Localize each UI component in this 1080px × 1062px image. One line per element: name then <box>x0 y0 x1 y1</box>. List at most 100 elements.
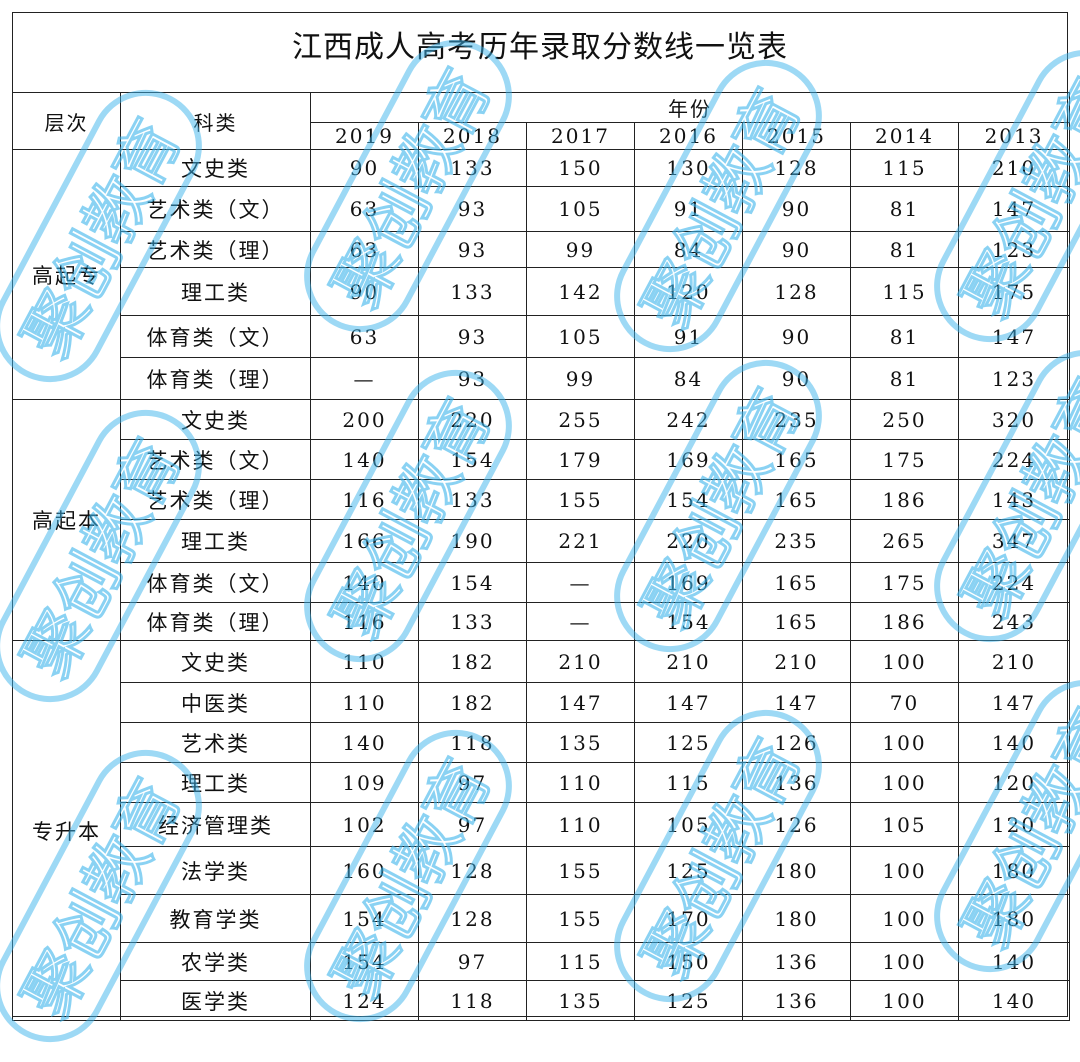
category-cell: 理工类 <box>120 267 311 316</box>
score-cell: 147 <box>957 682 1071 723</box>
score-cell: 165 <box>742 562 851 603</box>
score-cell: 120 <box>957 762 1071 803</box>
score-cell: 210 <box>742 640 851 683</box>
score-cell: 242 <box>634 399 743 440</box>
score-cell: 133 <box>418 479 527 520</box>
score-cell: 154 <box>310 942 419 981</box>
score-cell: 81 <box>850 357 959 400</box>
score-cell: 180 <box>742 894 851 943</box>
table-row: 教育学类 154 128 155 170 180 100 180 <box>13 894 1071 943</box>
score-cell: 125 <box>634 980 743 1021</box>
score-cell: 200 <box>310 399 419 440</box>
table-row: 高起本 文史类 200 220 255 242 235 250 320 <box>12 399 1071 641</box>
score-cell: 109 <box>310 762 419 803</box>
score-cell: 169 <box>634 562 743 603</box>
score-cell: 97 <box>418 942 527 981</box>
category-cell: 文史类 <box>120 640 311 683</box>
score-cell: 81 <box>850 186 959 232</box>
score-cell: 210 <box>957 640 1071 683</box>
category-cell: 艺术类（文） <box>120 186 311 232</box>
page-title: 江西成人高考历年录取分数线一览表 <box>292 30 788 65</box>
score-cell: 220 <box>634 519 743 563</box>
score-cell: 154 <box>418 562 527 603</box>
header-year-2015: 2015 <box>742 122 851 150</box>
table-row: 高起专 文史类 90 133 150 130 128 115 210 <box>12 149 1071 400</box>
category-cell: 经济管理类 <box>120 802 311 847</box>
score-cell: 140 <box>310 562 419 603</box>
score-cell: 165 <box>742 439 851 480</box>
score-cell: 125 <box>634 722 743 763</box>
score-cell: 100 <box>850 846 959 895</box>
score-cell: 147 <box>526 682 635 723</box>
score-cell: — <box>526 562 635 603</box>
score-cell: 190 <box>418 519 527 563</box>
score-table: 层次 科类 年份 2019 2018 2017 2016 2015 2014 2013 高起… <box>12 92 1071 1021</box>
score-cell: 90 <box>742 186 851 232</box>
score-cell: 123 <box>957 357 1071 400</box>
score-cell: 140 <box>957 980 1071 1021</box>
score-cell: 110 <box>526 762 635 803</box>
score-cell: 150 <box>634 942 743 981</box>
score-cell: 115 <box>634 762 743 803</box>
score-cell: 116 <box>310 479 419 520</box>
score-cell: 128 <box>742 149 851 187</box>
table-row: 理工类 166 190 221 220 235 265 347 <box>13 519 1071 563</box>
table-row: 医学类 124 118 135 125 136 100 140 <box>13 980 1071 1021</box>
score-cell: 165 <box>742 602 851 641</box>
table-row: 中医类 110 182 147 147 147 70 147 <box>13 682 1071 723</box>
score-cell: 154 <box>634 479 743 520</box>
score-cell: 250 <box>850 399 959 440</box>
score-cell: 126 <box>742 722 851 763</box>
level-cell: 高起本 <box>12 399 121 641</box>
score-cell: 147 <box>634 682 743 723</box>
score-cell: 186 <box>850 479 959 520</box>
category-cell: 体育类（文） <box>120 315 311 358</box>
category-cell: 医学类 <box>120 980 311 1021</box>
level-cell: 专升本 <box>12 640 121 1021</box>
score-cell: 265 <box>850 519 959 563</box>
score-cell: 133 <box>418 602 527 641</box>
table-row: 专升本 文史类 110 182 210 210 210 100 210 <box>12 640 1071 1021</box>
score-cell: 147 <box>742 682 851 723</box>
score-cell: 142 <box>526 267 635 316</box>
header-level: 层次 <box>12 92 121 150</box>
table-row: 经济管理类 102 97 110 105 126 105 120 <box>13 802 1071 847</box>
score-cell: 210 <box>526 640 635 683</box>
score-cell: 147 <box>957 186 1071 232</box>
score-cell: 130 <box>634 149 743 187</box>
score-cell: 180 <box>957 894 1071 943</box>
score-cell: 128 <box>742 267 851 316</box>
table-row: 艺术类（文） 140 154 179 169 165 175 224 <box>13 439 1071 480</box>
score-cell: 235 <box>742 519 851 563</box>
score-cell: 147 <box>957 315 1071 358</box>
score-cell: 210 <box>634 640 743 683</box>
table-row: 体育类（理） 116 133—154 165 186 243 <box>13 602 1071 641</box>
score-cell: 124 <box>310 980 419 1021</box>
score-cell: 170 <box>634 894 743 943</box>
score-cell: 224 <box>957 562 1071 603</box>
score-cell: 93 <box>418 357 527 400</box>
score-cell: 118 <box>418 722 527 763</box>
table-row: 农学类 154 97 115 150 136 100 140 <box>13 942 1071 981</box>
score-cell: 180 <box>957 846 1071 895</box>
score-cell: 182 <box>418 640 527 683</box>
score-cell: 155 <box>526 479 635 520</box>
score-cell: 160 <box>310 846 419 895</box>
score-cell: 169 <box>634 439 743 480</box>
score-cell: 140 <box>957 722 1071 763</box>
score-cell: 220 <box>418 399 527 440</box>
score-cell: 102 <box>310 802 419 847</box>
score-cell: 105 <box>850 802 959 847</box>
category-cell: 中医类 <box>120 682 311 723</box>
category-cell: 体育类（文） <box>120 562 311 603</box>
table-row: 体育类（理） —93 99 84 90 81 123 <box>13 357 1071 400</box>
score-cell: 115 <box>850 267 959 316</box>
score-cell: 97 <box>418 762 527 803</box>
score-cell: 93 <box>418 186 527 232</box>
score-cell: 90 <box>742 231 851 268</box>
score-cell: 210 <box>957 149 1071 187</box>
score-cell: 140 <box>310 722 419 763</box>
header-year-2013: 2013 <box>957 122 1071 150</box>
score-cell: 63 <box>310 315 419 358</box>
score-cell: 221 <box>526 519 635 563</box>
